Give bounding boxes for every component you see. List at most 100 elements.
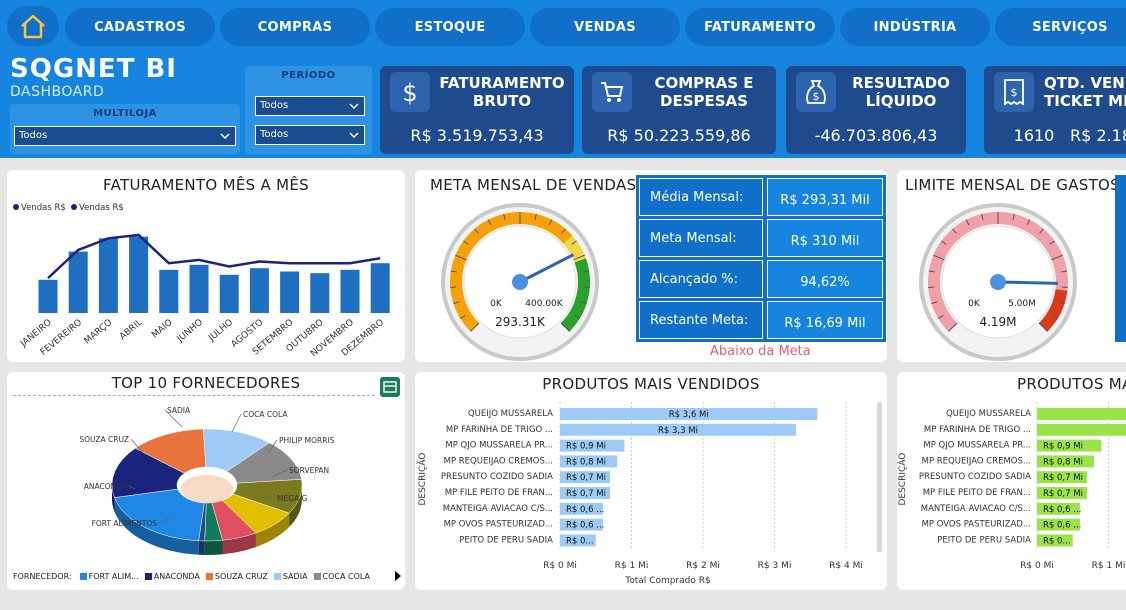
bar[interactable] — [560, 408, 818, 420]
meta-card: META MENSAL DE VENDAS 0K 400.00K 293.31K M… — [415, 170, 887, 362]
bar[interactable] — [1037, 455, 1095, 468]
y-category-label: QUEIJO MUSSARELA — [946, 409, 1031, 419]
bar[interactable] — [1037, 471, 1088, 484]
legend-item[interactable]: ANACONDA — [144, 572, 200, 581]
nav-cadastros[interactable]: CADASTROS — [65, 8, 215, 46]
drill-icon[interactable] — [380, 377, 400, 397]
gauge-tick — [1039, 228, 1044, 234]
divider — [13, 395, 375, 396]
bar[interactable] — [189, 264, 209, 313]
bar[interactable] — [560, 471, 611, 484]
legend-item[interactable]: SADIA — [273, 572, 308, 581]
kpi-resultado-liquido: $ RESULTADO LÍQUIDO -46.703.806,43 — [786, 66, 966, 154]
legend-item[interactable]: SOUZA CRUZ — [205, 572, 268, 581]
bar[interactable] — [280, 271, 300, 314]
kpi-faturamento-bruto: $ FATURAMENTO BRUTO R$ 3.519.753,43 — [380, 66, 574, 154]
kpi-qtd-vendas: $ QTD. VEND TICKET MÉ 1610 R$ 2.18 — [984, 66, 1126, 154]
nav-vendas[interactable]: VENDAS — [530, 8, 680, 46]
periodo-from-select[interactable]: Todos — [255, 96, 365, 116]
bar[interactable] — [1037, 423, 1126, 436]
pie-slice[interactable] — [114, 488, 205, 542]
pie-label: SADIA — [167, 406, 191, 415]
pie-slice[interactable] — [198, 502, 207, 542]
leader-line — [164, 409, 183, 428]
leader-line — [158, 516, 173, 524]
pie-label: FORT ALIMENTOS — [92, 519, 158, 528]
multiloja-select[interactable]: Todos — [14, 126, 236, 146]
brand-subtitle: DASHBOARD — [10, 84, 105, 100]
leader-line — [271, 469, 288, 478]
pie-legend: FORNECEDOR: FORT ALIM... ANACONDA SOUZA CR… — [13, 569, 370, 583]
x-tick-label: MAIO — [150, 318, 175, 341]
nav-industria[interactable]: INDÚSTRIA — [840, 8, 990, 46]
gauge-min-label: 0K — [968, 299, 981, 309]
home-button[interactable] — [7, 6, 59, 46]
money-bag-icon: $ — [796, 72, 836, 112]
periodo-to-select[interactable]: Todos — [255, 125, 365, 145]
y-category-label: PEITO DE PERU SADIA — [937, 535, 1031, 545]
bar[interactable] — [1037, 518, 1080, 531]
bar[interactable] — [1037, 534, 1073, 547]
bar[interactable] — [560, 487, 611, 499]
home-icon — [21, 14, 45, 39]
bar[interactable] — [560, 502, 603, 515]
bar[interactable] — [1037, 439, 1102, 452]
legend-next-icon[interactable] — [394, 570, 402, 582]
kpi-title: TICKET MÉ — [1044, 92, 1126, 110]
data-label: R$ 0... — [1043, 536, 1071, 546]
bar[interactable] — [38, 279, 58, 313]
bar[interactable] — [560, 534, 596, 547]
leader-line — [268, 439, 278, 453]
meta-row-label: Restante Meta: — [639, 301, 763, 339]
nav-faturamento[interactable]: FATURAMENTO — [685, 8, 835, 46]
y-category-label: MANTEIGA AVIACAO C/S... — [921, 504, 1031, 514]
gauge-tick — [573, 254, 585, 261]
gauge-band — [560, 258, 590, 332]
x-axis-title: Total Comprado R$ — [624, 576, 710, 586]
pie-slice-side — [255, 513, 290, 548]
legend-label: Vendas R$ — [21, 203, 66, 213]
nav-estoque[interactable]: ESTOQUE — [375, 8, 525, 46]
bar[interactable] — [340, 269, 360, 313]
bar[interactable] — [370, 263, 390, 313]
gauge-tick — [965, 219, 970, 226]
gauge-tick — [948, 322, 958, 332]
gauge-tick — [583, 270, 590, 273]
data-label: R$ 0,8 Mi — [1043, 457, 1083, 467]
meta-row-value: R$ 310 Mil — [767, 219, 883, 257]
bar[interactable] — [68, 251, 88, 313]
bar[interactable] — [249, 268, 269, 313]
pie-slice[interactable] — [111, 447, 185, 498]
gauge-hub — [512, 274, 528, 290]
bar[interactable] — [560, 439, 625, 452]
bar[interactable] — [1037, 408, 1126, 420]
legend-item[interactable]: COCA COLA — [313, 572, 370, 581]
legend-item[interactable]: FORT ALIM... — [79, 572, 139, 581]
header-area: CADASTROS COMPRAS ESTOQUE VENDAS FATURAM… — [0, 0, 1126, 158]
bar[interactable] — [560, 423, 796, 436]
y-category-label: MP FILE PEITO DE FRAN... — [445, 488, 553, 498]
bar[interactable] — [129, 236, 149, 313]
gauge-tick — [941, 240, 947, 245]
dollar-icon: $ — [390, 72, 430, 112]
bar[interactable] — [560, 455, 618, 468]
x-tick-label: JUNHO — [175, 318, 205, 345]
bar[interactable] — [1037, 487, 1088, 499]
gauge-tick — [1012, 213, 1015, 220]
bar[interactable] — [219, 274, 239, 313]
bar[interactable] — [310, 273, 330, 313]
bar[interactable] — [159, 269, 179, 313]
bar[interactable] — [98, 238, 118, 313]
nav-compras[interactable]: COMPRAS — [220, 8, 370, 46]
bar[interactable] — [560, 518, 603, 531]
svg-text:$: $ — [813, 90, 820, 103]
chevron-down-icon — [220, 133, 230, 140]
x-tick-label: MARÇO — [83, 318, 115, 347]
card-title: TOP 10 FORNECEDORES — [111, 374, 301, 392]
gauge-tick — [460, 315, 466, 320]
bar[interactable] — [1037, 502, 1080, 515]
nav-servicos[interactable]: SERVIÇOS — [995, 8, 1126, 46]
card-title: PRODUTOS MA — [1017, 375, 1126, 393]
periodo-label: PERÍODO — [281, 70, 336, 81]
scrollbar[interactable] — [877, 402, 882, 552]
